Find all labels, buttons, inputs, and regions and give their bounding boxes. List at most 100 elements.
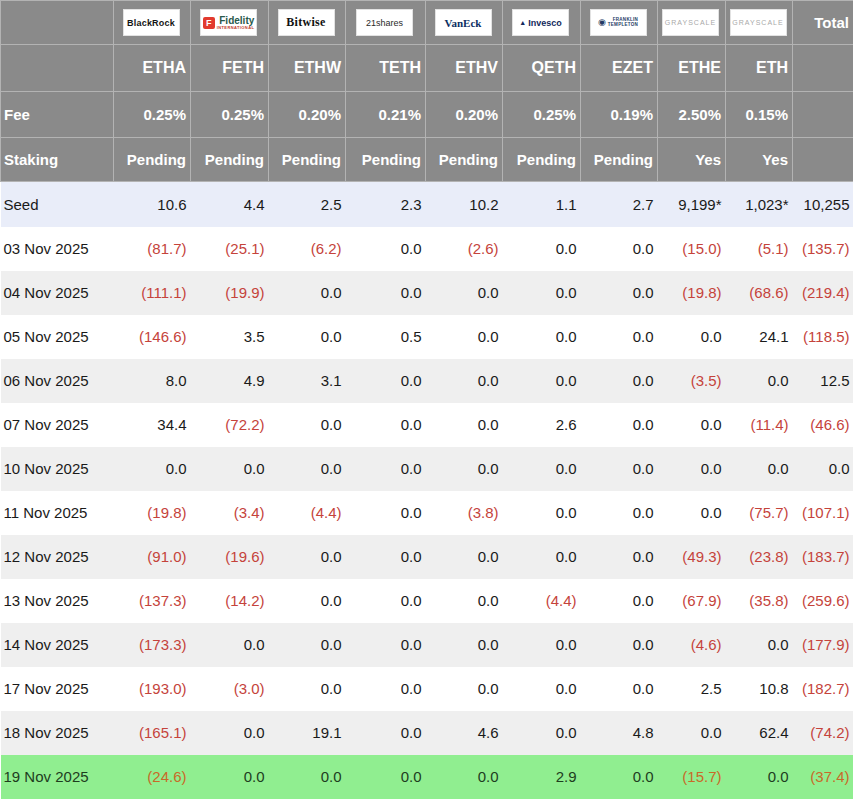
ticker-total-spacer — [793, 45, 853, 92]
fee-cell: 0.21% — [346, 92, 426, 138]
bitwise-logo-cell: Bitwise — [269, 1, 346, 45]
flow-value-cell: 0.0 — [581, 623, 658, 667]
franklin-circle-icon: ◉ — [598, 18, 606, 27]
flow-value-cell: 0.0 — [269, 315, 346, 359]
flow-value-cell: 0.0 — [726, 359, 793, 403]
flow-value-cell: 2.6 — [503, 403, 581, 447]
flow-value-cell: (173.3) — [114, 623, 191, 667]
flow-value-cell: (19.9) — [191, 271, 269, 315]
date-cell: 07 Nov 2025 — [1, 403, 114, 447]
invesco-triangle-icon: ▲ — [519, 19, 526, 26]
flow-value-cell: 0.0 — [269, 535, 346, 579]
franklin-templeton-logo: ◉ FRANKLIN TEMPLETON — [590, 9, 647, 36]
flow-value-cell: 0.0 — [426, 271, 503, 315]
flow-value-cell: 0.0 — [503, 711, 581, 755]
flow-value-cell: (6.2) — [269, 227, 346, 271]
flow-value-cell: (14.2) — [191, 579, 269, 623]
staking-cell: Pending — [114, 138, 191, 182]
flow-value-cell: (11.4) — [726, 403, 793, 447]
flow-value-cell: 0.0 — [346, 403, 426, 447]
flow-value-cell: 0.0 — [269, 271, 346, 315]
ticker-header-row: ETHA FETH ETHW TETH ETHV QETH EZET ETHE … — [1, 45, 853, 92]
total-value-cell: (135.7) — [793, 227, 853, 271]
date-cell: 12 Nov 2025 — [1, 535, 114, 579]
flow-value-cell: 0.0 — [503, 271, 581, 315]
ticker-QETH: QETH — [503, 45, 581, 92]
flow-value-cell: 0.0 — [346, 755, 426, 799]
ticker-ETH: ETH — [726, 45, 793, 92]
flow-value-cell: 0.0 — [191, 755, 269, 799]
21shares-logo-text: 21shares — [366, 18, 403, 28]
flow-value-cell: 24.1 — [726, 315, 793, 359]
total-value-cell: (118.5) — [793, 315, 853, 359]
flow-value-cell: 34.4 — [114, 403, 191, 447]
fidelity-logo: F Fidelity INTERNATIONAL — [200, 9, 257, 36]
staking-cell: Pending — [581, 138, 658, 182]
flow-value-cell: 0.0 — [426, 579, 503, 623]
flow-value-cell: 0.0 — [269, 623, 346, 667]
flow-value-cell: 0.0 — [581, 491, 658, 535]
flow-value-cell: (15.7) — [658, 755, 726, 799]
grayscale-ethe-logo-cell: GRAYSCALE — [658, 1, 726, 45]
date-cell: 14 Nov 2025 — [1, 623, 114, 667]
total-value-cell: (177.9) — [793, 623, 853, 667]
flow-value-cell: 0.0 — [581, 579, 658, 623]
flow-value-cell: 0.0 — [346, 623, 426, 667]
flow-value-cell: (4.6) — [658, 623, 726, 667]
flow-value-cell: (49.3) — [658, 535, 726, 579]
flow-value-cell: 4.6 — [426, 711, 503, 755]
ticker-TETH: TETH — [346, 45, 426, 92]
flow-value-cell: (2.6) — [426, 227, 503, 271]
blackrock-logo: BlackRock — [123, 9, 180, 36]
seed-row: Seed10.64.42.52.310.21.12.79,199*1,023*1… — [1, 182, 853, 227]
flow-value-cell: 0.0 — [346, 535, 426, 579]
flow-value-cell: (75.7) — [726, 491, 793, 535]
total-value-cell: (107.1) — [793, 491, 853, 535]
flow-value-cell: 0.0 — [581, 315, 658, 359]
flow-value-cell: 0.0 — [581, 403, 658, 447]
flow-value-cell: 4.8 — [581, 711, 658, 755]
grayscale-eth-logo-cell: GRAYSCALE — [726, 1, 793, 45]
flow-value-cell: 0.0 — [726, 447, 793, 491]
flow-value-cell: 9,199* — [658, 182, 726, 227]
date-row: 12 Nov 2025(91.0)(19.6)0.00.00.00.00.0(4… — [1, 535, 853, 579]
staking-total-spacer — [793, 138, 853, 182]
21shares-logo-cell: 21shares — [346, 1, 426, 45]
date-row: 13 Nov 2025(137.3)(14.2)0.00.00.0(4.4)0.… — [1, 579, 853, 623]
flow-value-cell: 0.0 — [581, 755, 658, 799]
date-cell: 03 Nov 2025 — [1, 227, 114, 271]
ticker-ETHV: ETHV — [426, 45, 503, 92]
flow-value-cell: (91.0) — [114, 535, 191, 579]
grayscale-logo-text: GRAYSCALE — [665, 19, 716, 26]
staking-header-row: Staking Pending Pending Pending Pending … — [1, 138, 853, 182]
flow-value-cell: 0.0 — [269, 447, 346, 491]
date-row: 19 Nov 2025(24.6)0.00.00.00.02.90.0(15.7… — [1, 755, 853, 799]
date-row: 18 Nov 2025(165.1)0.019.10.04.60.04.80.0… — [1, 711, 853, 755]
fee-cell: 2.50% — [658, 92, 726, 138]
21shares-logo: 21shares — [356, 9, 413, 36]
ticker-ETHA: ETHA — [114, 45, 191, 92]
date-row: 07 Nov 202534.4(72.2)0.00.00.02.60.00.0(… — [1, 403, 853, 447]
flow-value-cell: (67.9) — [658, 579, 726, 623]
flow-value-cell: (3.4) — [191, 491, 269, 535]
flow-value-cell: 0.0 — [426, 667, 503, 711]
flow-value-cell: 62.4 — [726, 711, 793, 755]
fee-row-label: Fee — [1, 92, 114, 138]
flow-value-cell: 0.0 — [581, 535, 658, 579]
date-row: 03 Nov 2025(81.7)(25.1)(6.2)0.0(2.6)0.00… — [1, 227, 853, 271]
logo-header-row: BlackRock F Fidelity INTERNATIONAL Bitwi… — [1, 1, 853, 45]
flow-value-cell: (25.1) — [191, 227, 269, 271]
date-row: 06 Nov 20258.04.93.10.00.00.00.0(3.5)0.0… — [1, 359, 853, 403]
flow-value-cell: (35.8) — [726, 579, 793, 623]
invesco-logo: ▲ Invesco — [512, 9, 569, 36]
ticker-FETH: FETH — [191, 45, 269, 92]
flow-value-cell: 0.0 — [658, 711, 726, 755]
grayscale-logo: GRAYSCALE — [730, 9, 787, 36]
flow-value-cell: 0.0 — [581, 667, 658, 711]
flow-value-cell: 8.0 — [114, 359, 191, 403]
etf-flow-table: BlackRock F Fidelity INTERNATIONAL Bitwi… — [0, 0, 853, 800]
grayscale-logo: GRAYSCALE — [662, 9, 719, 36]
total-value-cell: 10,255 — [793, 182, 853, 227]
flow-value-cell: 1,023* — [726, 182, 793, 227]
flow-value-cell: 0.0 — [581, 447, 658, 491]
